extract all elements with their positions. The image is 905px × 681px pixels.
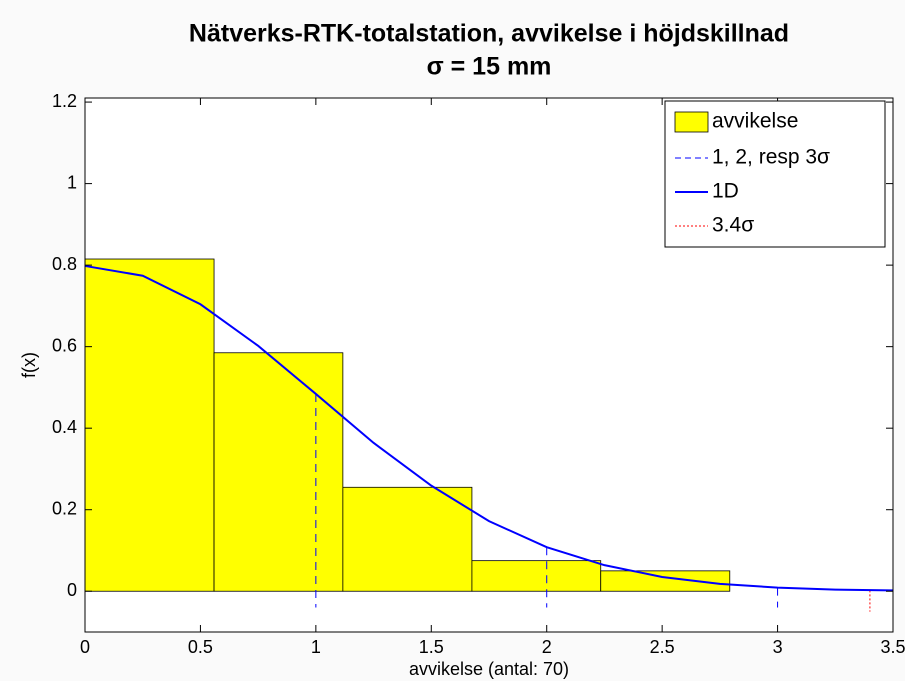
x-tick-label: 2.5 bbox=[650, 637, 675, 657]
legend-swatch bbox=[674, 111, 709, 133]
x-tick-label: 1 bbox=[311, 637, 321, 657]
axes-frame bbox=[84, 97, 894, 633]
y-tick-label: 0.6 bbox=[52, 335, 77, 355]
x-tick-label: 3 bbox=[773, 637, 783, 657]
x-tick-label: 1.5 bbox=[419, 637, 444, 657]
curve bbox=[84, 264, 894, 592]
y-tick-label: 1.2 bbox=[52, 91, 77, 111]
y-tick-label: 0.2 bbox=[52, 498, 77, 518]
y-axis-label: f(x) bbox=[19, 352, 39, 378]
bar bbox=[342, 486, 473, 592]
x-tick-label: 0.5 bbox=[188, 637, 213, 657]
bar bbox=[84, 258, 215, 592]
x-axis-label: avvikelse (antal: 70) bbox=[409, 659, 569, 679]
chart-subtitle: σ = 15 mm bbox=[427, 53, 552, 81]
bar bbox=[600, 570, 731, 592]
y-tick-label: 0 bbox=[67, 580, 77, 600]
y-tick-label: 1 bbox=[67, 172, 77, 192]
bar bbox=[471, 560, 602, 592]
legend-label: 1, 2, resp 3σ bbox=[712, 146, 830, 169]
x-tick-label: 3.5 bbox=[880, 637, 905, 657]
legend-label: 3.4σ bbox=[712, 214, 754, 237]
bar bbox=[213, 352, 344, 592]
x-tick-label: 0 bbox=[80, 637, 90, 657]
y-tick-label: 0.8 bbox=[52, 254, 77, 274]
y-tick-label: 0.4 bbox=[52, 417, 77, 437]
legend-label: 1D bbox=[712, 180, 739, 203]
chart-title: Nätverks-RTK-totalstation, avvikelse i h… bbox=[189, 20, 789, 48]
legend-label: avvikelse bbox=[712, 110, 798, 133]
x-tick-label: 2 bbox=[542, 637, 552, 657]
